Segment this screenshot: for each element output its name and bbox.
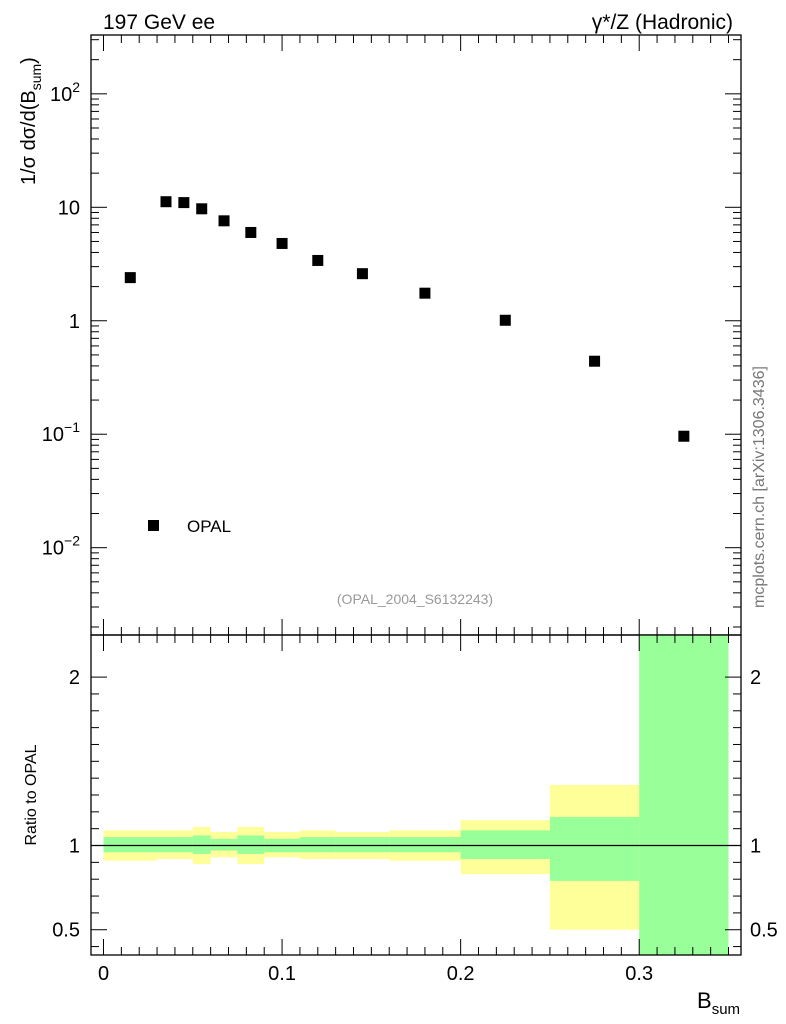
ratio-axis-ticks <box>91 635 741 955</box>
main-y-tick-label-base: 10 <box>42 424 64 446</box>
main-y-tick-label: 1 <box>69 311 80 333</box>
data-point-0 <box>124 272 136 284</box>
main-axis-ticks <box>91 35 741 635</box>
x-tick-label: 0.1 <box>268 963 296 985</box>
ratio-band-inner-12 <box>639 635 729 955</box>
legend-label-opal: OPAL <box>187 517 231 536</box>
header-right-label: γ*/Z (Hadronic) <box>592 11 733 34</box>
main-y-tick-label: 10 <box>58 197 80 219</box>
ratio-y-axis-title: Ratio to OPAL <box>23 744 40 845</box>
main-y-tick-label-exponent: −1 <box>64 419 80 435</box>
ratio-tick-labels: 0.5 0.5 1 1 2 2 0 0.1 0.2 0.3 <box>52 667 778 985</box>
ratio-band-inner-8 <box>335 837 390 853</box>
main-y-tick-label: 10−2 <box>42 533 80 560</box>
legend: OPAL <box>148 517 231 536</box>
ratio-band-inner-9 <box>389 837 461 853</box>
data-point-8 <box>356 268 368 280</box>
ratio-y-tick-label-left: 2 <box>69 667 80 689</box>
ratio-y-tick-label-right: 2 <box>750 667 761 689</box>
ratio-y-tick-label-left: 0.5 <box>52 920 80 942</box>
x-tick-label: 0 <box>98 963 109 985</box>
data-point-11 <box>589 355 601 367</box>
main-y-tick-label-base: 10 <box>42 538 64 560</box>
ratio-band-inner-1 <box>157 837 175 853</box>
x-tick-label: 0.2 <box>447 963 475 985</box>
data-point-10 <box>499 314 511 326</box>
main-y-tick-label-exponent: 2 <box>72 79 80 95</box>
ratio-band-inner-5 <box>237 835 265 854</box>
x-axis-title-text: B <box>697 988 712 1013</box>
main-y-tick-label: 102 <box>50 79 80 106</box>
ratio-y-tick-label-right: 1 <box>750 836 761 858</box>
data-point-9 <box>419 287 431 299</box>
ratio-uncertainty-bands <box>103 635 729 955</box>
header-left-label: 197 GeV ee <box>103 11 215 34</box>
ratio-band-inner-2 <box>174 837 193 853</box>
x-axis-title-subscript: sum <box>712 1001 740 1018</box>
ratio-band-inner-11 <box>549 816 640 881</box>
main-y-tick-label-base: 1 <box>69 311 80 333</box>
main-y-axis-title: 1/σ dσ/d(Bsum) <box>18 57 44 185</box>
main-y-axis-title-text: 1/σ dσ/d(B <box>18 90 40 185</box>
main-y-axis-title-close: ) <box>18 57 40 64</box>
ratio-band-inner-0 <box>103 837 158 853</box>
data-point-4 <box>218 215 230 227</box>
data-point-6 <box>276 237 288 249</box>
main-y-tick-label: 10−1 <box>42 419 80 446</box>
main-y-tick-label-exponent: −2 <box>64 533 80 549</box>
opal-data-points <box>124 196 690 442</box>
legend-marker <box>148 520 159 531</box>
ratio-panel: 0.5 0.5 1 1 2 2 0 0.1 0.2 0.3 Ratio to OPAL Bsum <box>23 634 778 1018</box>
main-y-tick-label-base: 10 <box>50 84 72 106</box>
data-point-3 <box>196 203 208 215</box>
data-point-1 <box>160 196 172 208</box>
main-panel-frame <box>90 34 742 636</box>
main-y-axis-title-subscript: sum <box>28 64 44 90</box>
x-tick-label: 0.3 <box>625 963 653 985</box>
x-axis-title: Bsum <box>697 988 740 1018</box>
ratio-band-inner-4 <box>210 838 238 851</box>
ratio-band-inner-10 <box>460 830 550 859</box>
ratio-y-tick-label-left: 1 <box>69 836 80 858</box>
data-point-7 <box>312 254 324 266</box>
ratio-band-inner-7 <box>299 837 336 853</box>
analysis-tag: (OPAL_2004_S6132243) <box>337 591 493 607</box>
data-point-2 <box>178 197 190 209</box>
ratio-y-tick-label-right: 0.5 <box>750 920 778 942</box>
ratio-band-inner-3 <box>192 835 211 854</box>
watermark-label: mcplots.cern.ch [arXiv:1306.3436] <box>751 366 768 608</box>
main-y-tick-label-base: 10 <box>58 197 80 219</box>
data-point-5 <box>245 226 257 238</box>
data-point-12 <box>678 430 690 442</box>
